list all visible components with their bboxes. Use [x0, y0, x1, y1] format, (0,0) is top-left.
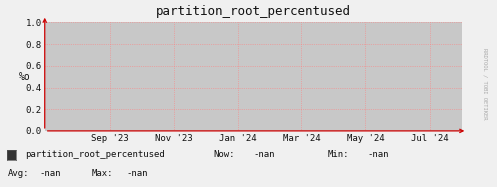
- Text: RRDTOOL / TOBI OETIKER: RRDTOOL / TOBI OETIKER: [482, 48, 487, 120]
- Text: -nan: -nan: [253, 150, 275, 159]
- Text: -nan: -nan: [127, 169, 148, 178]
- Y-axis label: %o: %o: [18, 72, 30, 82]
- Text: partition_root_percentused: partition_root_percentused: [25, 150, 165, 159]
- Title: partition_root_percentused: partition_root_percentused: [156, 5, 351, 19]
- Text: Min:: Min:: [328, 150, 349, 159]
- Text: Max:: Max:: [92, 169, 113, 178]
- Text: Avg:: Avg:: [7, 169, 29, 178]
- Text: Now:: Now:: [214, 150, 235, 159]
- Text: -nan: -nan: [40, 169, 61, 178]
- Text: -nan: -nan: [368, 150, 389, 159]
